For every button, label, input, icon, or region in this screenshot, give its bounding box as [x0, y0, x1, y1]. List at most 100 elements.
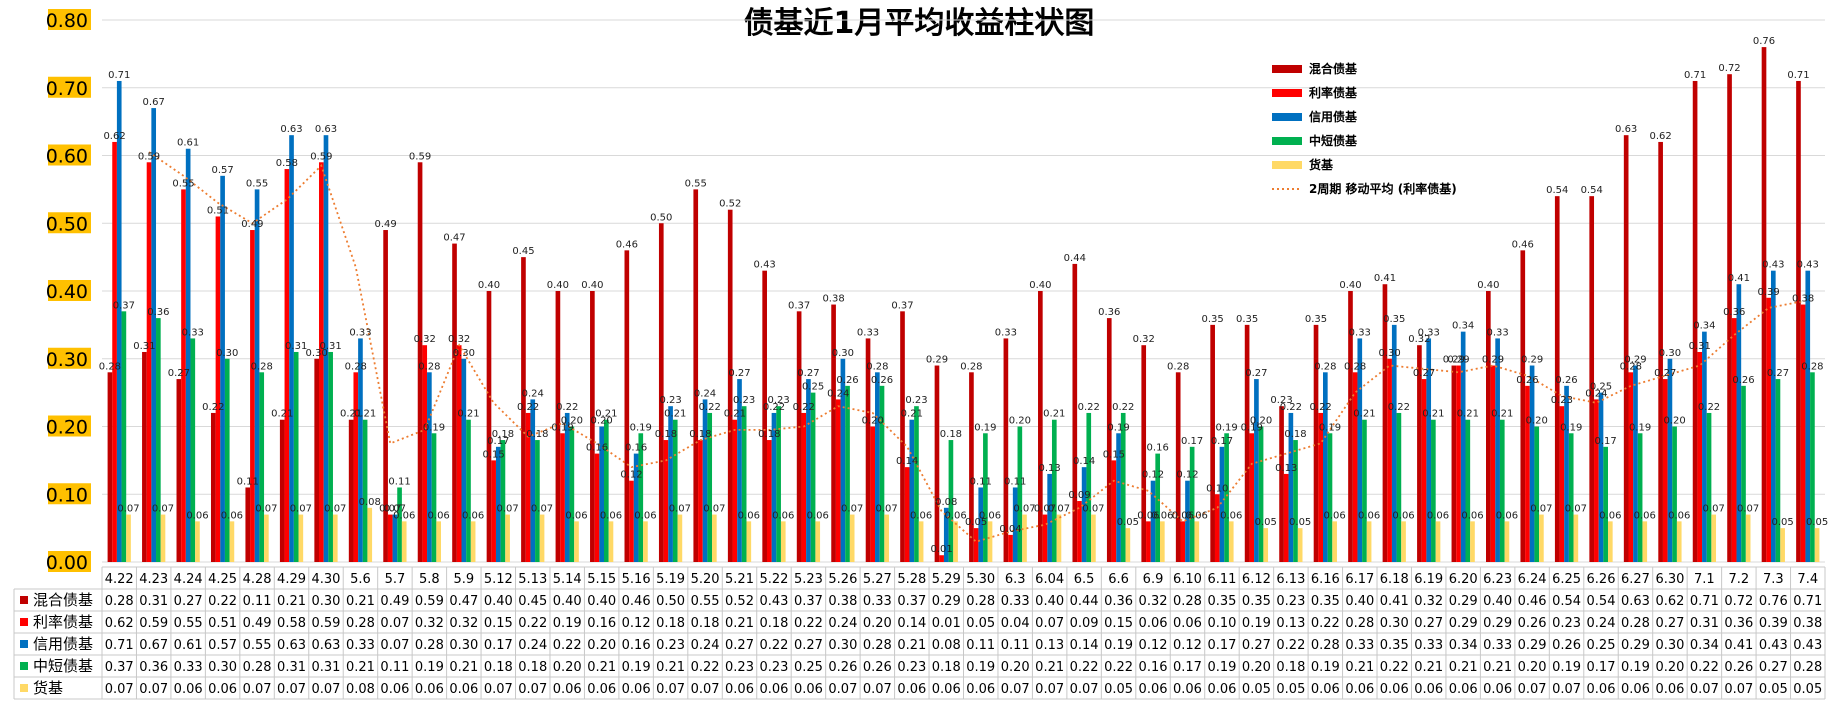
table-row-label: 货基	[33, 679, 63, 697]
bar	[1456, 365, 1461, 562]
x-tick-label: 6.13	[1276, 572, 1305, 587]
bar	[693, 189, 699, 562]
bar	[727, 209, 733, 562]
data-label: 0.15	[483, 449, 505, 460]
data-label: 0.59	[310, 151, 332, 162]
x-tick-label: 5.6	[350, 572, 371, 587]
x-tick-label: 5.8	[419, 572, 440, 587]
x-tick-label: 4.30	[312, 572, 341, 587]
bar	[116, 80, 122, 562]
table-cell: 0.06	[897, 682, 926, 697]
table-cell: 0.07	[380, 616, 409, 631]
bar	[417, 162, 423, 562]
table-cell: 0.12	[1173, 638, 1202, 653]
table-cell: 0.06	[1414, 682, 1443, 697]
bar	[107, 372, 113, 562]
table-cell: 0.30	[1655, 638, 1684, 653]
data-label: 0.35	[1202, 314, 1224, 325]
bar	[146, 162, 152, 562]
table-cell: 0.07	[1552, 682, 1581, 697]
table-cell: 0.33	[1345, 638, 1374, 653]
data-label: 0.31	[1689, 341, 1711, 352]
table-cell: 0.31	[312, 660, 341, 675]
y-tick-highlight	[48, 551, 91, 572]
bar	[875, 372, 880, 562]
bar	[1672, 426, 1677, 562]
data-label: 0.07	[876, 504, 898, 515]
table-cell: 0.29	[1483, 616, 1512, 631]
data-label: 0.59	[409, 151, 431, 162]
y-tick-label: 0.80	[46, 10, 88, 32]
table-cell: 0.07	[277, 682, 306, 697]
table-cell: 0.55	[174, 616, 203, 631]
data-label: 0.22	[517, 402, 539, 413]
bar	[224, 358, 230, 562]
table-cell: 0.38	[828, 594, 857, 609]
table-cell: 0.38	[1793, 616, 1822, 631]
bar	[1780, 528, 1785, 562]
bar	[732, 419, 738, 562]
bar	[1047, 473, 1052, 562]
table-cell: 0.17	[1587, 660, 1616, 675]
data-label: 0.20	[561, 416, 583, 427]
table-cell: 0.67	[139, 638, 168, 653]
data-label: 0.28	[1167, 361, 1189, 372]
bar	[1249, 433, 1255, 562]
data-label: 0.21	[901, 409, 923, 420]
table-cell: 0.34	[1449, 638, 1478, 653]
data-label: 0.17	[1181, 436, 1203, 447]
data-label: 0.62	[103, 131, 125, 142]
bar	[884, 514, 889, 562]
legend-swatch	[1272, 137, 1302, 145]
table-cell: 0.33	[346, 638, 375, 653]
bar	[1081, 467, 1087, 562]
x-tick-label: 7.1	[1694, 572, 1715, 587]
table-cell: 0.30	[208, 660, 237, 675]
data-label: 0.41	[1374, 273, 1396, 284]
table-cell: 0.32	[1139, 594, 1168, 609]
table-cell: 0.43	[759, 594, 788, 609]
bar	[672, 419, 678, 562]
x-tick-label: 6.5	[1074, 572, 1095, 587]
data-label: 0.18	[526, 429, 548, 440]
table-cell: 0.20	[1518, 660, 1547, 675]
bar	[1348, 291, 1353, 562]
table-cell: 0.13	[1276, 616, 1305, 631]
table-cell: 0.06	[1173, 616, 1202, 631]
data-label: 0.31	[285, 341, 307, 352]
bar	[658, 223, 664, 562]
bar	[603, 419, 609, 562]
data-label: 0.06	[738, 510, 760, 521]
data-label: 0.07	[1048, 504, 1070, 515]
bar	[1056, 514, 1062, 562]
data-label: 0.11	[388, 476, 410, 487]
table-cell: 0.26	[828, 660, 857, 675]
table-cell: 0.08	[932, 638, 961, 653]
bar	[176, 379, 182, 562]
data-label: 0.08	[359, 497, 381, 508]
x-tick-label: 6.19	[1414, 572, 1443, 587]
bar	[353, 372, 359, 562]
bar	[776, 406, 781, 562]
data-label: 0.29	[1624, 355, 1646, 366]
table-cell: 0.63	[1621, 594, 1650, 609]
data-label: 0.06	[1151, 510, 1173, 521]
table-cell: 0.23	[725, 660, 754, 675]
bar	[456, 345, 462, 562]
x-tick-label: 5.21	[725, 572, 754, 587]
y-tick-highlight	[48, 76, 91, 98]
table-cell: 0.30	[449, 638, 478, 653]
x-tick-label: 5.23	[794, 572, 823, 587]
table-cell: 0.34	[1690, 638, 1719, 653]
data-label: 0.40	[547, 280, 569, 291]
data-label: 0.06	[979, 510, 1001, 521]
table-cell: 0.05	[966, 616, 995, 631]
table-cell: 0.21	[1414, 660, 1443, 675]
table-cell: 0.55	[691, 594, 720, 609]
bar	[1185, 480, 1190, 562]
bar	[840, 358, 846, 562]
table-cell: 0.28	[1311, 638, 1340, 653]
table-cell: 0.06	[932, 682, 961, 697]
bar	[401, 521, 407, 562]
